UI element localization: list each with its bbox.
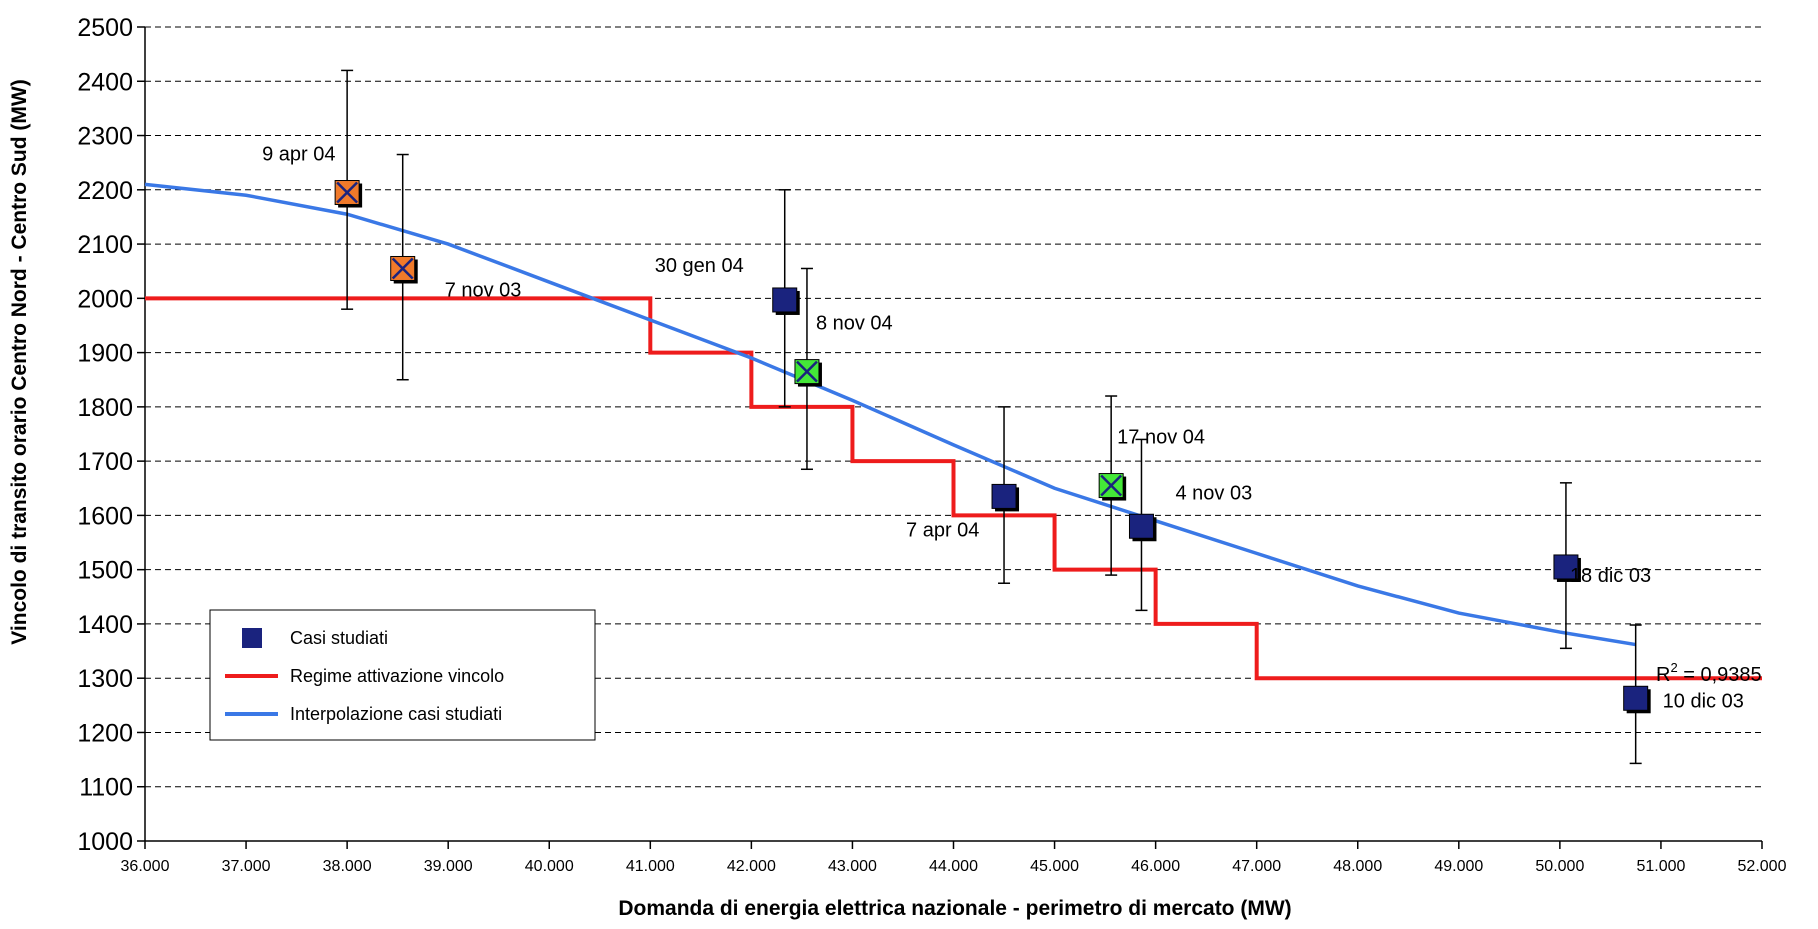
y-tick-label: 1000 [77,828,133,856]
legend-label: Interpolazione casi studiati [290,704,502,724]
x-tick-label: 41.000 [626,858,675,875]
y-tick-label: 2500 [77,14,133,42]
data-point [390,153,418,381]
point-label: 30 gen 04 [655,255,744,277]
x-tick-label: 44.000 [929,858,978,875]
r-squared-label: R2 = 0,9385 [1656,660,1762,686]
x-tick-label: 50.000 [1535,858,1584,875]
data-point [1128,438,1157,612]
point-labels: 9 apr 04 7 nov 03 30 gen 04 8 nov 04 7 apr 0… [262,144,1744,713]
y-axis-ticks: 1000 1100 1200 1300 1400 1500 1600 1700 1800 1900… [77,14,145,856]
x-tick-label: 48.000 [1333,858,1382,875]
y-tick-label: 2100 [77,231,133,259]
point-label: 10 dic 03 [1663,690,1744,712]
x-tick-label: 51.000 [1636,858,1685,875]
y-tick-label: 2400 [77,68,133,96]
x-tick-label: 36.000 [121,858,170,875]
point-label: 4 nov 03 [1175,482,1252,504]
x-tick-label: 46.000 [1131,858,1180,875]
y-tick-label: 1700 [77,448,133,476]
x-tick-label: 42.000 [727,858,776,875]
x-tick-label: 49.000 [1434,858,1483,875]
series-regime-attivazione-vincolo [145,296,1762,681]
y-axis-title: Vincolo di transito orario Centro Nord -… [8,79,31,644]
point-cross [336,181,359,204]
point-label: 18 dic 03 [1570,565,1651,587]
x-axis-ticks: 36.000 37.000 38.000 39.000 40.000 41.000 42.0… [121,841,1787,875]
point-label: 9 apr 04 [262,144,335,166]
y-tick-label: 1200 [77,719,133,747]
y-tick-label: 2200 [77,177,133,205]
point-marker [772,287,798,313]
y-tick-label: 1500 [77,557,133,585]
point-cross [1100,474,1123,497]
x-tick-label: 40.000 [525,858,574,875]
point-label: 7 nov 03 [445,279,522,301]
point-marker [991,483,1017,509]
x-tick-label: 47.000 [1232,858,1281,875]
legend-label: Regime attivazione vincolo [290,666,504,686]
data-point [772,189,800,408]
point-label: 7 apr 04 [906,519,979,541]
x-tick-label: 39.000 [424,858,473,875]
legend-marker-casi-studiati [242,628,262,648]
point-marker [1128,513,1154,539]
point-label: 8 nov 04 [816,313,893,335]
y-tick-label: 1400 [77,611,133,639]
x-axis-title: Domanda di energia elettrica nazionale -… [618,897,1291,920]
legend: Casi studiati Regime attivazione vincolo I… [209,609,596,741]
data-point [991,406,1020,584]
y-tick-label: 2300 [77,123,133,151]
x-tick-label: 37.000 [222,858,271,875]
data-point [1553,482,1581,650]
data-point [1098,395,1127,576]
plot-series [144,182,1762,681]
y-tick-label: 1800 [77,394,133,422]
x-tick-label: 43.000 [828,858,877,875]
legend-label: Casi studiati [290,628,388,648]
point-cross [391,257,414,280]
x-tick-label: 45.000 [1030,858,1079,875]
y-tick-label: 1100 [79,774,133,802]
x-tick-label: 38.000 [323,858,372,875]
x-tick-label: 52.000 [1738,858,1787,875]
series-interpolazione-casi-studiati [144,182,1636,647]
data-points [334,69,1651,765]
point-marker [1553,554,1579,580]
data-point [794,267,822,471]
point-marker [1623,685,1649,711]
y-tick-label: 1300 [77,665,133,693]
y-tick-label: 1900 [77,340,133,368]
y-tick-label: 1600 [77,502,133,530]
data-point [1623,624,1651,765]
point-cross [796,360,818,383]
data-point [334,69,363,310]
y-tick-label: 2000 [77,285,133,313]
point-label: 17 nov 04 [1117,427,1205,449]
